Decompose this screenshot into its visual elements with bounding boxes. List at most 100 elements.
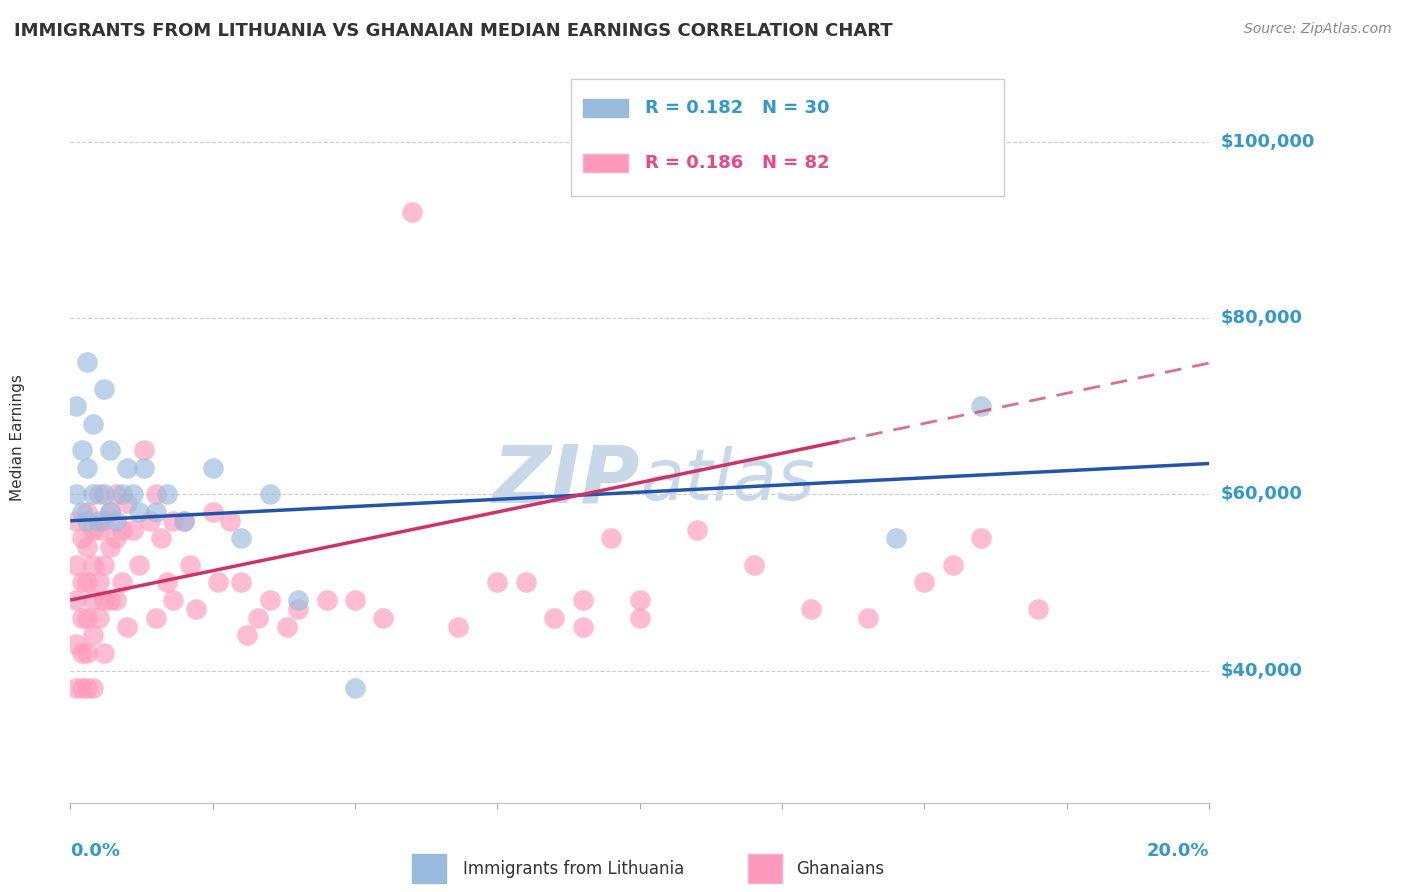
Text: Source: ZipAtlas.com: Source: ZipAtlas.com (1244, 22, 1392, 37)
Point (76, 355, 98, 369)
Point (145, 611, 167, 625)
Text: Median Earnings: Median Earnings (10, 374, 25, 500)
Text: Ghanaians: Ghanaians (796, 860, 884, 878)
Point (87, 611, 110, 625)
Point (82, 593, 104, 607)
Point (942, 558, 965, 572)
Point (82, 681, 104, 696)
Point (742, 558, 765, 572)
Point (104, 487, 127, 501)
Point (173, 514, 195, 528)
Point (98, 540, 121, 554)
Point (122, 487, 145, 501)
Point (76, 575, 98, 590)
Point (571, 619, 595, 633)
Point (70, 505, 93, 519)
Point (65, 637, 87, 651)
Point (87, 514, 110, 528)
Point (76, 540, 98, 554)
Point (70, 443, 93, 458)
Point (70, 611, 93, 625)
Point (184, 602, 207, 616)
Point (247, 611, 270, 625)
Point (162, 593, 184, 607)
Point (93, 646, 115, 660)
Point (315, 593, 337, 607)
Point (218, 514, 240, 528)
Bar (748, 854, 782, 883)
Point (543, 611, 565, 625)
Point (122, 523, 145, 537)
Point (150, 532, 173, 546)
Point (87, 487, 110, 501)
Point (93, 514, 115, 528)
Point (207, 575, 229, 590)
Point (76, 505, 98, 519)
Point (98, 593, 121, 607)
Point (65, 399, 87, 413)
Point (139, 514, 162, 528)
Bar (583, 153, 628, 172)
Point (65, 593, 87, 607)
Point (82, 523, 104, 537)
Text: $100,000: $100,000 (1220, 133, 1315, 151)
Point (117, 461, 138, 475)
Point (70, 532, 93, 546)
Point (93, 558, 115, 572)
Point (156, 575, 179, 590)
Point (259, 487, 281, 501)
Point (110, 523, 132, 537)
Point (287, 602, 309, 616)
Point (201, 461, 224, 475)
Point (1028, 602, 1050, 616)
Point (76, 681, 98, 696)
Point (70, 646, 93, 660)
Point (65, 558, 87, 572)
Text: atlas: atlas (640, 447, 814, 516)
Point (110, 487, 132, 501)
Point (287, 593, 309, 607)
Point (82, 558, 104, 572)
Point (571, 593, 595, 607)
Point (65, 681, 87, 696)
Point (145, 505, 167, 519)
Point (76, 514, 98, 528)
Text: $40,000: $40,000 (1220, 662, 1302, 680)
Point (628, 611, 651, 625)
Point (93, 382, 115, 396)
Point (82, 417, 104, 431)
Point (156, 487, 179, 501)
Point (93, 487, 115, 501)
Point (970, 399, 993, 413)
Point (344, 681, 367, 696)
Text: R = 0.182   N = 30: R = 0.182 N = 30 (645, 99, 830, 117)
Point (600, 532, 623, 546)
Text: 0.0%: 0.0% (70, 842, 121, 860)
Point (104, 593, 127, 607)
Point (98, 505, 121, 519)
Point (134, 461, 156, 475)
Point (76, 611, 98, 625)
Point (98, 443, 121, 458)
Point (486, 575, 509, 590)
Point (93, 593, 115, 607)
Point (856, 611, 879, 625)
Point (87, 523, 110, 537)
Point (76, 646, 98, 660)
Point (110, 575, 132, 590)
Point (446, 619, 468, 633)
Text: $60,000: $60,000 (1220, 485, 1302, 503)
Point (87, 575, 110, 590)
Point (515, 575, 537, 590)
Point (128, 558, 150, 572)
Point (884, 532, 907, 546)
Point (800, 602, 823, 616)
Point (914, 575, 936, 590)
Point (686, 523, 709, 537)
Point (104, 532, 127, 546)
Point (201, 505, 224, 519)
Text: Immigrants from Lithuania: Immigrants from Lithuania (463, 860, 685, 878)
Text: R = 0.186   N = 82: R = 0.186 N = 82 (645, 153, 830, 172)
Point (128, 505, 150, 519)
Point (145, 487, 167, 501)
